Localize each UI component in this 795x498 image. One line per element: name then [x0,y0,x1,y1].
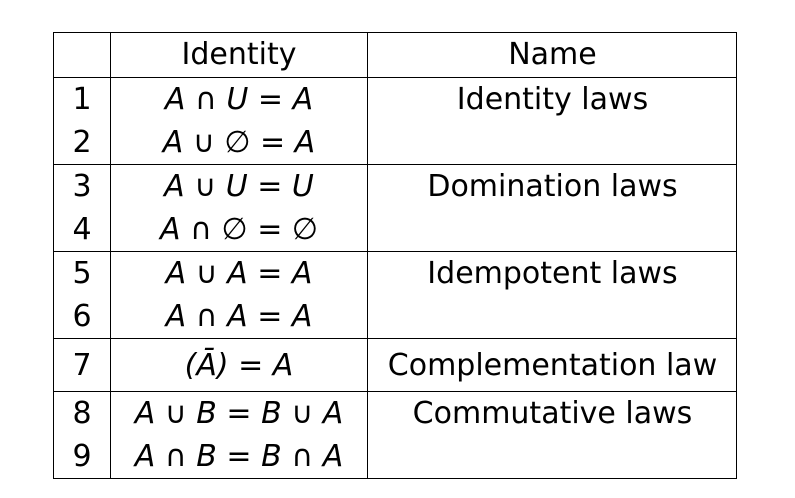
identity-formula: (Ā) = A [184,348,294,383]
law-name [368,435,737,478]
identity-formula: A ∩ B = B ∩ A [134,439,344,474]
law-name: Commutative laws [412,396,693,431]
law-name: Domination laws [427,169,678,204]
group-divider [54,391,736,392]
header-divider [54,77,736,78]
identity-formula: A ∩ A = A [165,299,313,334]
row-number: 2 [72,125,92,160]
identity-formula: A ∩ U = A [164,82,314,117]
column-divider [110,33,111,478]
row-number: 9 [72,439,92,474]
law-name [368,121,737,164]
law-name: Idempotent laws [427,256,678,291]
set-identities-table: Identity Name 1 A ∩ U = A Identity laws … [53,32,737,479]
identity-formula: A ∪ B = B ∪ A [134,396,344,431]
header-identity: Identity [181,37,297,72]
row-number: 5 [72,256,92,291]
header-number [54,33,110,76]
row-number: 7 [72,348,92,383]
law-name [368,295,737,338]
law-name: Identity laws [456,82,649,117]
law-name: Complementation law [387,348,718,383]
group-divider [54,251,736,252]
row-number: 4 [72,212,92,247]
header-name: Name [508,37,597,72]
identity-formula: A ∪ A = A [165,256,313,291]
identity-formula: A ∩ ∅ = ∅ [159,212,319,247]
identity-formula: A ∪ ∅ = A [162,125,316,160]
law-name [368,208,737,251]
identity-formula: A ∪ U = U [164,169,314,204]
group-divider [54,164,736,165]
column-divider [367,33,368,478]
row-number: 8 [72,396,92,431]
group-divider [54,338,736,339]
row-number: 3 [72,169,92,204]
row-number: 6 [72,299,92,334]
row-number: 1 [72,82,92,117]
